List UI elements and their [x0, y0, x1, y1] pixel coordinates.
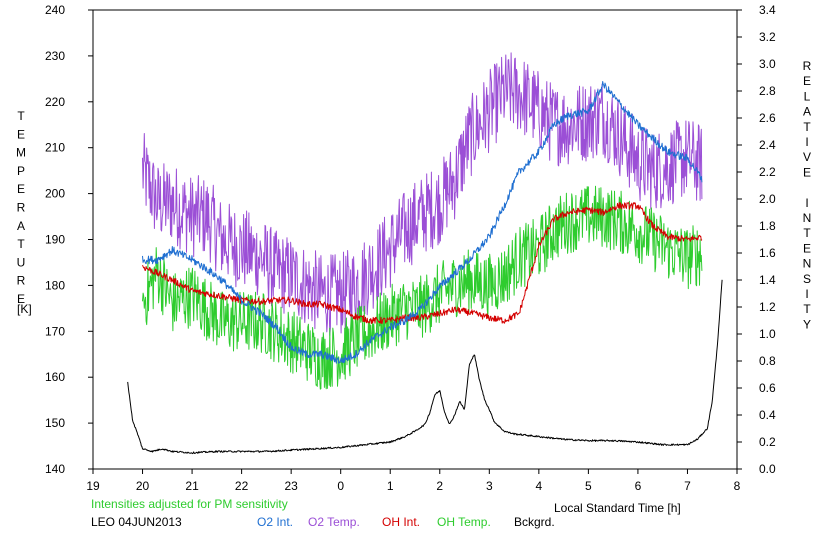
y-right-tick-label: 2.2 — [759, 165, 776, 179]
legend-oh-temp: OH Temp. — [437, 515, 491, 529]
x-tick-label: 7 — [684, 479, 691, 493]
station-date-label: LEO 04JUN2013 — [91, 515, 182, 529]
right-axis-title-letter: T — [803, 120, 811, 134]
y-left-tick-label: 210 — [45, 141, 65, 155]
right-axis-title-letter: I — [805, 287, 808, 301]
series-line-o2-temp — [142, 52, 703, 336]
right-axis-title-letter: I — [805, 135, 808, 149]
left-axis-title-letter: R — [17, 274, 26, 288]
right-axis-title-letter: S — [803, 272, 811, 286]
right-axis-title-letter: E — [803, 241, 811, 255]
x-tick-label: 1 — [387, 479, 394, 493]
y-right-tick-label: 1.0 — [759, 327, 776, 341]
series-line-o2-int — [142, 81, 703, 364]
pm-sensitivity-note: Intensities adjusted for PM sensitivity — [91, 497, 288, 511]
y-right-tick-label: 1.6 — [759, 246, 776, 260]
x-tick-label: 6 — [635, 479, 642, 493]
y-right-tick-label: 0.6 — [759, 381, 776, 395]
y-right-tick-label: 1.8 — [759, 219, 776, 233]
right-axis-title-letter: T — [803, 226, 811, 240]
right-axis-title-letter: R — [803, 59, 812, 73]
y-left-tick-label: 150 — [45, 416, 65, 430]
x-tick-label: 3 — [486, 479, 493, 493]
y-left-tick-label: 180 — [45, 278, 65, 292]
x-tick-label: 8 — [734, 479, 741, 493]
y-left-tick-label: 140 — [45, 462, 65, 476]
left-axis-title-letter: E — [17, 292, 25, 306]
series-layer — [127, 52, 723, 455]
y-right-tick-label: 3.4 — [759, 3, 776, 17]
y-right-tick-label: 2.4 — [759, 138, 776, 152]
left-axis-unit: [K] — [17, 302, 32, 316]
y-left-tick-label: 160 — [45, 370, 65, 384]
y-right-tick-label: 2.0 — [759, 192, 776, 206]
right-axis-title-letter: I — [805, 196, 808, 210]
series-line-oh-int — [142, 202, 703, 325]
left-axis-title-letter: E — [17, 182, 25, 196]
x-tick-label: 2 — [436, 479, 443, 493]
legend-o2-int: O2 Int. — [257, 515, 293, 529]
y-right-tick-label: 1.2 — [759, 300, 776, 314]
y-left-tick-label: 230 — [45, 49, 65, 63]
y-left-tick-label: 220 — [45, 95, 65, 109]
right-axis-title-letter: V — [803, 150, 811, 164]
series-line-bckgrd — [127, 279, 723, 455]
right-axis-title-letter: E — [803, 165, 811, 179]
x-tick-label: 22 — [235, 479, 249, 493]
right-axis-title-letter: N — [803, 257, 812, 271]
y-right-tick-label: 0.0 — [759, 462, 776, 476]
left-axis-title-letter: A — [17, 219, 25, 233]
plot-frame — [92, 9, 738, 470]
x-tick-label: 20 — [136, 479, 150, 493]
y-left-tick-label: 240 — [45, 3, 65, 17]
x-tick-label: 19 — [86, 479, 100, 493]
right-axis-title-letter: L — [804, 89, 811, 103]
y-right-tick-label: 0.8 — [759, 354, 776, 368]
y-left-tick-label: 190 — [45, 233, 65, 247]
y-right-tick-label: 2.8 — [759, 84, 776, 98]
y-right-tick-label: 2.6 — [759, 111, 776, 125]
y-left-tick-label: 170 — [45, 324, 65, 338]
y-right-tick-label: 3.0 — [759, 57, 776, 71]
y-right-tick-label: 0.4 — [759, 408, 776, 422]
y-right-tick-label: 1.4 — [759, 273, 776, 287]
y-left-tick-label: 200 — [45, 187, 65, 201]
x-axis-label: Local Standard Time [h] — [554, 501, 681, 515]
y-right-tick-label: 0.2 — [759, 435, 776, 449]
right-axis-title-letter: E — [803, 74, 811, 88]
left-axis-title-letter: T — [17, 237, 25, 251]
left-axis-title-letter: T — [17, 109, 25, 123]
x-tick-label: 4 — [536, 479, 543, 493]
legend-o2-temp: O2 Temp. — [308, 515, 360, 529]
left-axis-title-letter: M — [16, 146, 26, 160]
axes-layer: 19 20 21 22 23 0 1 2 3 4 5 6 7 8140150160170180190200… — [16, 3, 812, 493]
left-axis-title-letter: R — [17, 201, 26, 215]
x-tick-label: 5 — [585, 479, 592, 493]
right-axis-title-letter: Y — [803, 317, 811, 331]
x-tick-label: 0 — [337, 479, 344, 493]
right-axis-title-letter: N — [803, 211, 812, 225]
x-tick-label: 21 — [185, 479, 199, 493]
left-axis-title-letter: U — [17, 255, 26, 269]
left-axis-title-letter: E — [17, 127, 25, 141]
legend-bckgrd: Bckgrd. — [514, 515, 555, 529]
x-tick-label: 23 — [284, 479, 298, 493]
right-axis-title-letter: A — [803, 105, 811, 119]
left-axis-title-letter: P — [17, 164, 25, 178]
right-axis-title-letter: T — [803, 302, 811, 316]
y-right-tick-label: 3.2 — [759, 30, 776, 44]
legend-oh-int: OH Int. — [382, 515, 420, 529]
